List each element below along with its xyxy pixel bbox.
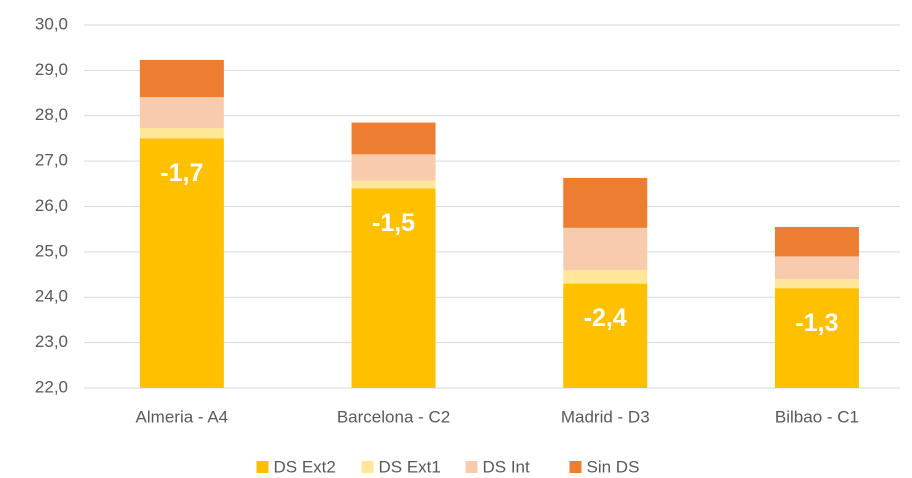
legend-label: Sin DS (587, 457, 640, 476)
y-tick-label: 30,0 (35, 14, 68, 33)
bar-segment (351, 154, 436, 181)
bar-segment (351, 188, 436, 388)
bar-segment (774, 226, 859, 257)
bar-segment (563, 227, 648, 271)
bar-segment (774, 288, 859, 388)
legend-label: DS Ext1 (379, 457, 441, 476)
bar-segment (139, 138, 224, 388)
x-tick-label: Almeria - A4 (136, 407, 229, 426)
annotation: -1,5 (372, 209, 415, 237)
y-tick-label: 27,0 (35, 151, 68, 170)
legend-swatch (465, 461, 478, 473)
legend-label: DS Ext2 (274, 457, 336, 476)
legend-swatch (256, 461, 269, 473)
bar-segment (563, 270, 648, 284)
bar-segment (139, 59, 224, 98)
x-tick-label: Bilbao - C1 (775, 407, 859, 426)
x-tick-label: Madrid - D3 (561, 407, 650, 426)
bar-segment (774, 279, 859, 289)
x-tick-label: Barcelona - C2 (337, 407, 450, 426)
legend-label: DS Int (483, 457, 531, 476)
bar-segment (563, 283, 648, 388)
annotation: -1,7 (160, 159, 203, 187)
y-tick-label: 23,0 (35, 332, 68, 351)
y-tick-label: 22,0 (35, 377, 68, 396)
bar-segment (563, 177, 648, 228)
bar-segment (139, 128, 224, 139)
y-tick-label: 25,0 (35, 241, 68, 260)
y-tick-label: 26,0 (35, 196, 68, 215)
bar-segment (351, 180, 436, 189)
y-tick-label: 28,0 (35, 105, 68, 124)
bar-segment (774, 256, 859, 280)
annotation: -2,4 (584, 304, 627, 332)
legend-swatch (361, 461, 374, 473)
bar-segment (139, 97, 224, 129)
annotation: -1,3 (795, 309, 838, 337)
legend-swatch (569, 461, 582, 473)
bar-segment (351, 122, 436, 155)
y-tick-label: 29,0 (35, 60, 68, 79)
y-tick-label: 24,0 (35, 287, 68, 306)
